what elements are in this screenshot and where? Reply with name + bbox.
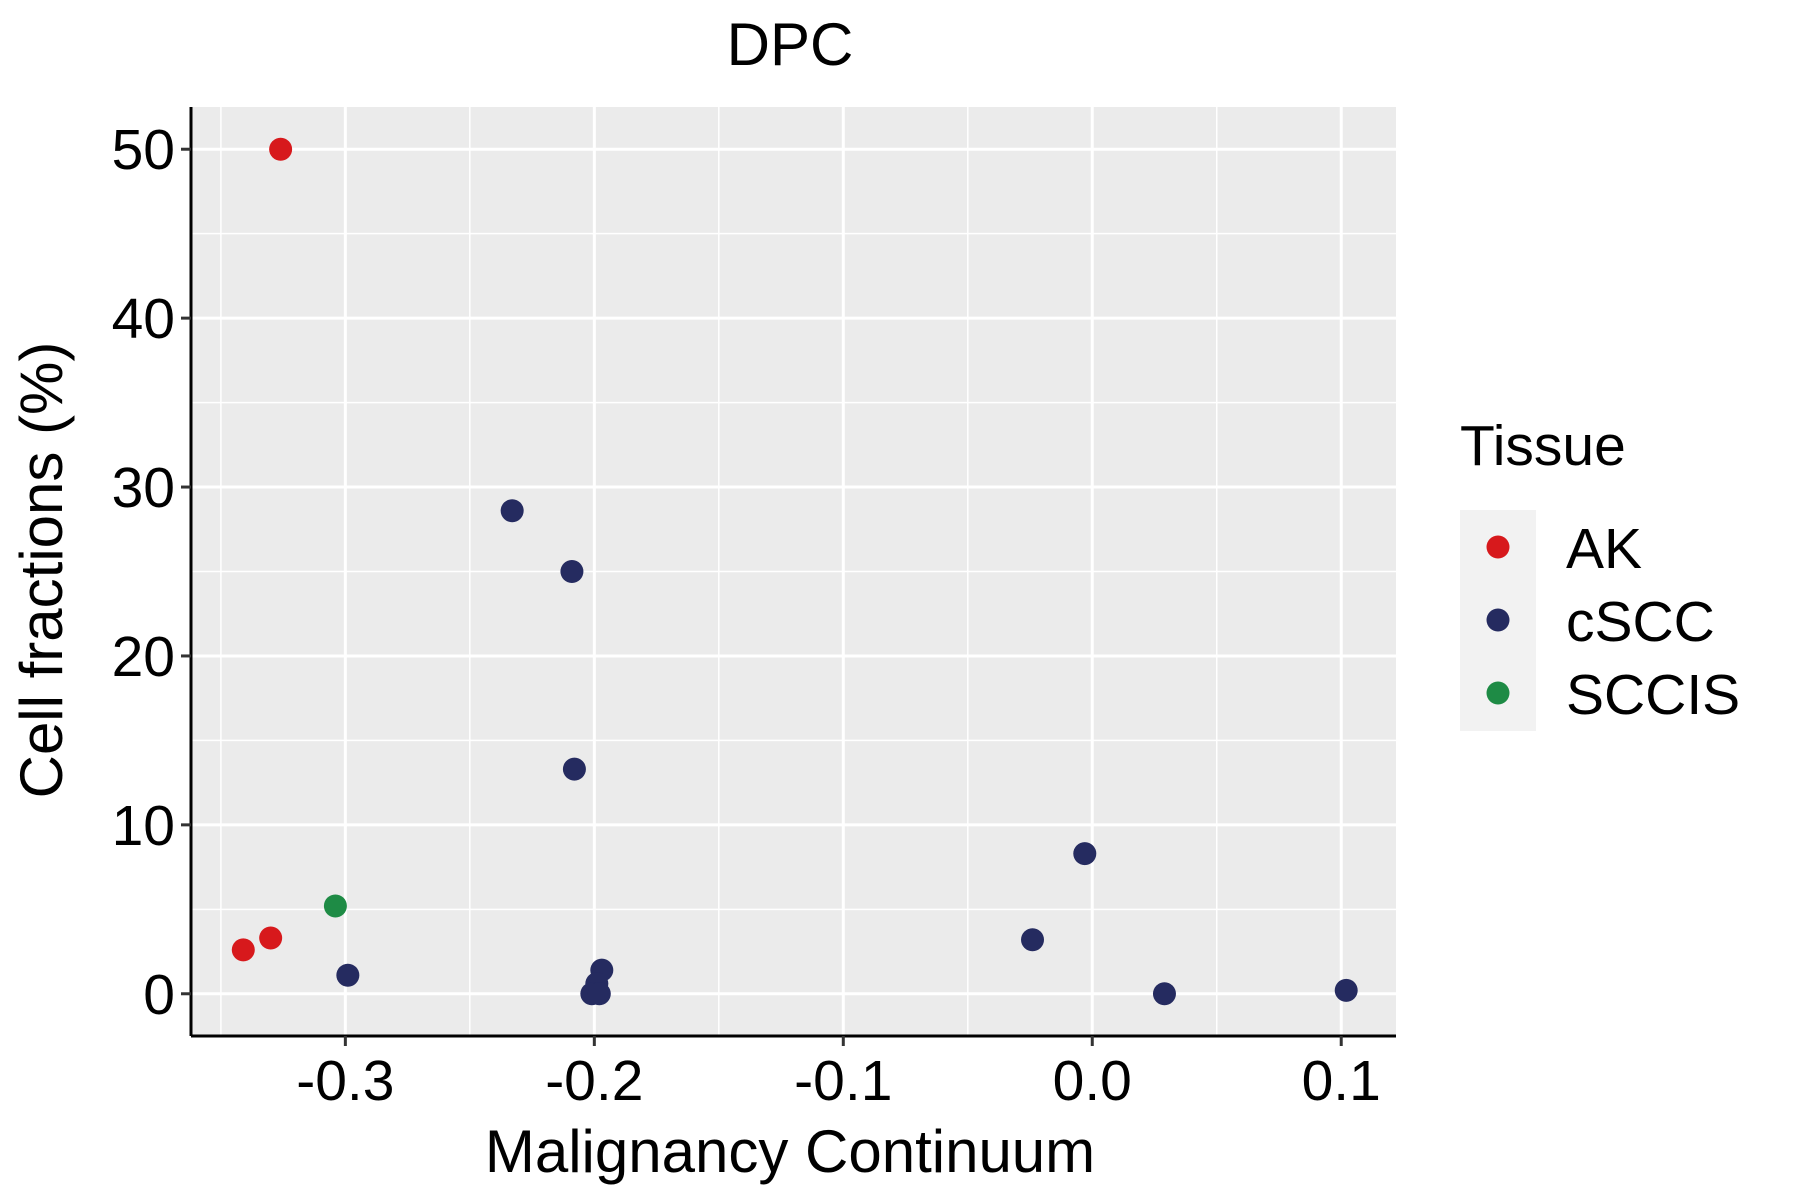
x-tick-label: -0.2 (545, 1049, 643, 1113)
data-point-cscc (1073, 842, 1097, 866)
data-point-cscc (1021, 928, 1045, 952)
y-tick-label: 20 (112, 625, 175, 689)
legend-items: AK cSCC SCCIS (1486, 517, 1740, 727)
data-point-ak (259, 926, 283, 950)
data-point-cscc (560, 560, 584, 583)
y-tick-label: 40 (112, 287, 175, 351)
chart-title: DPC (727, 11, 854, 78)
y-tick-label: 50 (112, 118, 175, 182)
minor-gridlines (191, 107, 1396, 1036)
legend-label-ak: AK (1566, 517, 1642, 581)
x-tick-label: 0.1 (1302, 1049, 1381, 1113)
legend-title: Tissue (1460, 414, 1626, 478)
data-point-cscc (500, 499, 524, 523)
legend-label-sccis: SCCIS (1566, 663, 1740, 727)
data-points (231, 137, 1358, 1006)
data-point-cscc (1334, 978, 1358, 1002)
legend-key-ak (1486, 535, 1510, 559)
legend-key-cscc (1486, 608, 1510, 632)
legend-label-cscc: cSCC (1566, 590, 1715, 654)
legend: Tissue AK cSCC SCCIS (1460, 414, 1740, 731)
y-tick-label: 30 (112, 456, 175, 520)
data-point-sccis (323, 894, 347, 918)
data-point-cscc (562, 757, 586, 781)
y-axis-ticks: 0 10 20 30 40 50 (112, 118, 191, 1027)
data-point-cscc (336, 963, 360, 987)
y-tick-label: 10 (112, 794, 175, 858)
x-axis-title: Malignancy Continuum (485, 1118, 1095, 1185)
data-point-ak (231, 938, 255, 962)
x-axis-ticks: -0.3 -0.2 -0.1 0.0 0.1 (296, 1036, 1381, 1113)
major-gridlines (191, 107, 1396, 1036)
y-tick-label: 0 (143, 963, 175, 1027)
x-tick-label: 0.0 (1053, 1049, 1132, 1113)
data-point-ak (269, 137, 293, 161)
data-point-cscc (1152, 982, 1176, 1006)
x-tick-label: -0.1 (794, 1049, 892, 1113)
data-point-cscc (587, 982, 611, 1006)
x-tick-label: -0.3 (296, 1049, 394, 1113)
y-axis-title: Cell fractions (%) (8, 342, 75, 799)
legend-key-sccis (1486, 681, 1510, 705)
